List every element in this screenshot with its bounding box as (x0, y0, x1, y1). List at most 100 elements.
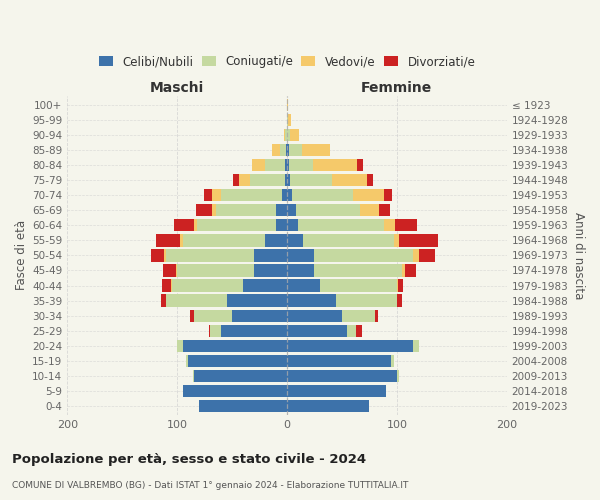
Bar (289, 144, 302, 156)
Bar (413, 340, 419, 352)
Bar (397, 370, 399, 382)
Bar (413, 249, 419, 262)
Bar (287, 159, 289, 171)
Bar (285, 174, 287, 186)
Bar (181, 234, 182, 246)
Bar (287, 219, 298, 232)
Bar (182, 234, 265, 246)
Bar (177, 340, 182, 352)
Bar (166, 249, 254, 262)
Bar (287, 370, 397, 382)
Bar (320, 280, 397, 291)
Bar (199, 400, 287, 412)
Bar (419, 249, 436, 262)
Bar (176, 264, 177, 276)
Bar (186, 354, 188, 367)
Bar (233, 174, 239, 186)
Bar (302, 144, 330, 156)
Bar (359, 204, 379, 216)
Bar (287, 294, 337, 307)
Bar (193, 370, 194, 382)
Bar (203, 189, 212, 202)
Bar (174, 219, 194, 232)
Bar (398, 280, 403, 291)
Bar (287, 385, 386, 397)
Bar (170, 280, 172, 291)
Bar (287, 144, 289, 156)
Bar (394, 234, 399, 246)
Bar (287, 174, 290, 186)
Bar (188, 354, 287, 367)
Bar (209, 324, 210, 337)
Text: Popolazione per età, sesso e stato civile - 2024: Popolazione per età, sesso e stato civil… (12, 452, 366, 466)
Text: Femmine: Femmine (361, 81, 433, 95)
Bar (287, 340, 413, 352)
Bar (221, 324, 287, 337)
Bar (212, 189, 221, 202)
Bar (227, 294, 287, 307)
Bar (287, 280, 320, 291)
Bar (252, 159, 265, 171)
Bar (342, 310, 375, 322)
Bar (285, 159, 287, 171)
Bar (287, 114, 288, 126)
Bar (166, 294, 227, 307)
Bar (314, 264, 403, 276)
Bar (177, 264, 254, 276)
Bar (347, 324, 356, 337)
Bar (276, 204, 287, 216)
Bar (395, 219, 416, 232)
Bar (215, 204, 276, 216)
Bar (397, 294, 403, 307)
Bar (379, 204, 390, 216)
Bar (265, 234, 287, 246)
Bar (156, 234, 181, 246)
Bar (287, 310, 342, 322)
Bar (290, 128, 299, 141)
Bar (163, 264, 176, 276)
Bar (239, 174, 250, 186)
Bar (284, 128, 285, 141)
Bar (367, 174, 373, 186)
Bar (182, 340, 287, 352)
Bar (196, 204, 212, 216)
Bar (287, 324, 347, 337)
Bar (391, 354, 394, 367)
Bar (212, 204, 215, 216)
Bar (287, 234, 304, 246)
Bar (221, 189, 281, 202)
Bar (292, 189, 353, 202)
Bar (287, 249, 314, 262)
Bar (250, 174, 285, 186)
Bar (290, 174, 332, 186)
Bar (162, 280, 170, 291)
Bar (272, 144, 280, 156)
Bar (288, 114, 292, 126)
Bar (194, 310, 232, 322)
Bar (276, 219, 287, 232)
Bar (286, 144, 287, 156)
Bar (383, 219, 395, 232)
Bar (287, 400, 370, 412)
Bar (337, 294, 397, 307)
Bar (287, 98, 288, 111)
Bar (403, 264, 404, 276)
Bar (161, 294, 166, 307)
Bar (182, 385, 287, 397)
Text: COMUNE DI VALBREMBO (BG) - Dati ISTAT 1° gennaio 2024 - Elaborazione TUTTITALIA.: COMUNE DI VALBREMBO (BG) - Dati ISTAT 1°… (12, 480, 409, 490)
Bar (194, 219, 197, 232)
Bar (353, 189, 383, 202)
Bar (287, 189, 292, 202)
Bar (289, 159, 313, 171)
Bar (265, 159, 285, 171)
Bar (232, 310, 287, 322)
Bar (304, 234, 394, 246)
Bar (383, 189, 392, 202)
Bar (404, 264, 416, 276)
Bar (356, 324, 362, 337)
Bar (190, 310, 194, 322)
Bar (210, 324, 221, 337)
Bar (332, 174, 367, 186)
Bar (254, 264, 287, 276)
Bar (397, 280, 398, 291)
